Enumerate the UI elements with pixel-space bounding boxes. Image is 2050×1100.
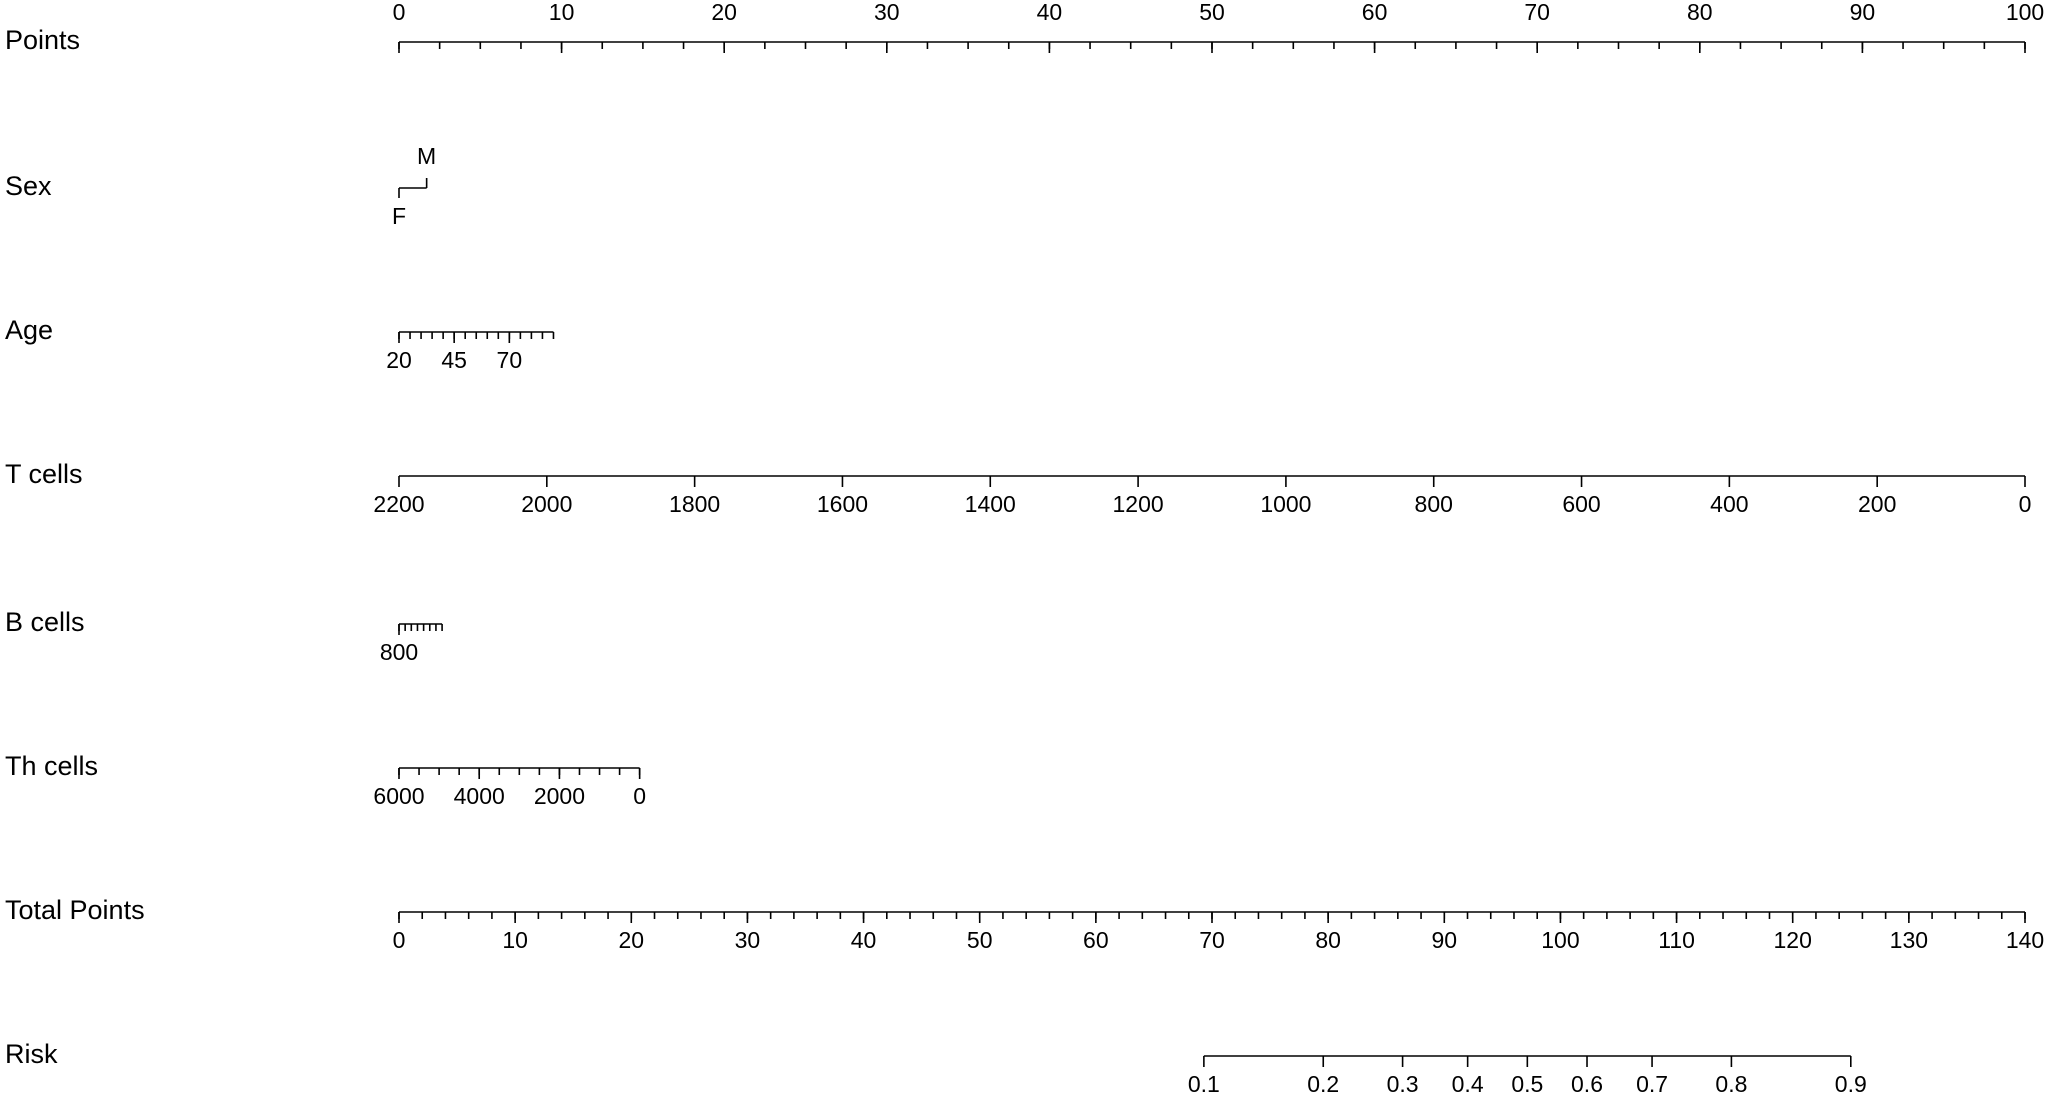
tick-label: 2200	[373, 491, 424, 517]
tick-label: 2000	[534, 783, 585, 809]
tick-label: 800	[1415, 491, 1453, 517]
row-label: Th cells	[5, 751, 98, 781]
tick-label: 600	[1562, 491, 1600, 517]
tick-label: 0	[393, 0, 406, 25]
tick-label: 0.5	[1511, 1071, 1543, 1097]
tick-label: 800	[380, 639, 418, 665]
tick-label: 0.9	[1835, 1071, 1867, 1097]
tick-label: 0.7	[1636, 1071, 1668, 1097]
row-label: Sex	[5, 171, 52, 201]
tick-label: 10	[549, 0, 575, 25]
tick-label: 2000	[521, 491, 572, 517]
category-label: M	[417, 143, 436, 169]
tick-label: 0.6	[1571, 1071, 1603, 1097]
tick-label: 90	[1850, 0, 1876, 25]
tick-label: 1400	[965, 491, 1016, 517]
row-label: Age	[5, 315, 53, 345]
tick-label: 20	[618, 927, 644, 953]
row-label: Total Points	[5, 895, 145, 925]
tick-label: 50	[967, 927, 993, 953]
tick-label: 80	[1687, 0, 1713, 25]
tick-label: 6000	[373, 783, 424, 809]
tick-label: 10	[502, 927, 528, 953]
tick-label: 140	[2006, 927, 2044, 953]
tick-label: 1200	[1113, 491, 1164, 517]
tick-label: 20	[386, 347, 412, 373]
tick-label: 90	[1431, 927, 1457, 953]
tick-label: 0.2	[1307, 1071, 1339, 1097]
tick-label: 20	[711, 0, 737, 25]
tick-label: 0.8	[1715, 1071, 1747, 1097]
tick-label: 30	[735, 927, 761, 953]
tick-label: 0.1	[1188, 1071, 1220, 1097]
tick-label: 1600	[817, 491, 868, 517]
tick-label: 60	[1362, 0, 1388, 25]
tick-label: 200	[1858, 491, 1896, 517]
tick-label: 0	[393, 927, 406, 953]
tick-label: 70	[497, 347, 523, 373]
tick-label: 110	[1658, 927, 1695, 953]
tick-label: 40	[1037, 0, 1063, 25]
tick-label: 120	[1774, 927, 1812, 953]
tick-label: 4000	[454, 783, 505, 809]
tick-label: 70	[1199, 927, 1225, 953]
tick-label: 1000	[1260, 491, 1311, 517]
tick-label: 30	[874, 0, 900, 25]
tick-label: 0	[633, 783, 646, 809]
tick-label: 0	[2019, 491, 2032, 517]
row-label: Points	[5, 25, 80, 55]
tick-label: 45	[441, 347, 467, 373]
tick-label: 0.4	[1452, 1071, 1484, 1097]
row-label: T cells	[5, 459, 83, 489]
category-label: F	[392, 203, 406, 229]
tick-label: 40	[851, 927, 877, 953]
tick-label: 80	[1315, 927, 1341, 953]
tick-label: 60	[1083, 927, 1109, 953]
tick-label: 100	[2006, 0, 2044, 25]
tick-label: 1800	[669, 491, 720, 517]
row-label: B cells	[5, 607, 85, 637]
tick-label: 0.3	[1387, 1071, 1419, 1097]
row-label: Risk	[5, 1039, 58, 1069]
tick-label: 50	[1199, 0, 1225, 25]
tick-label: 70	[1524, 0, 1550, 25]
tick-label: 400	[1710, 491, 1748, 517]
tick-label: 100	[1541, 927, 1579, 953]
tick-label: 130	[1890, 927, 1928, 953]
